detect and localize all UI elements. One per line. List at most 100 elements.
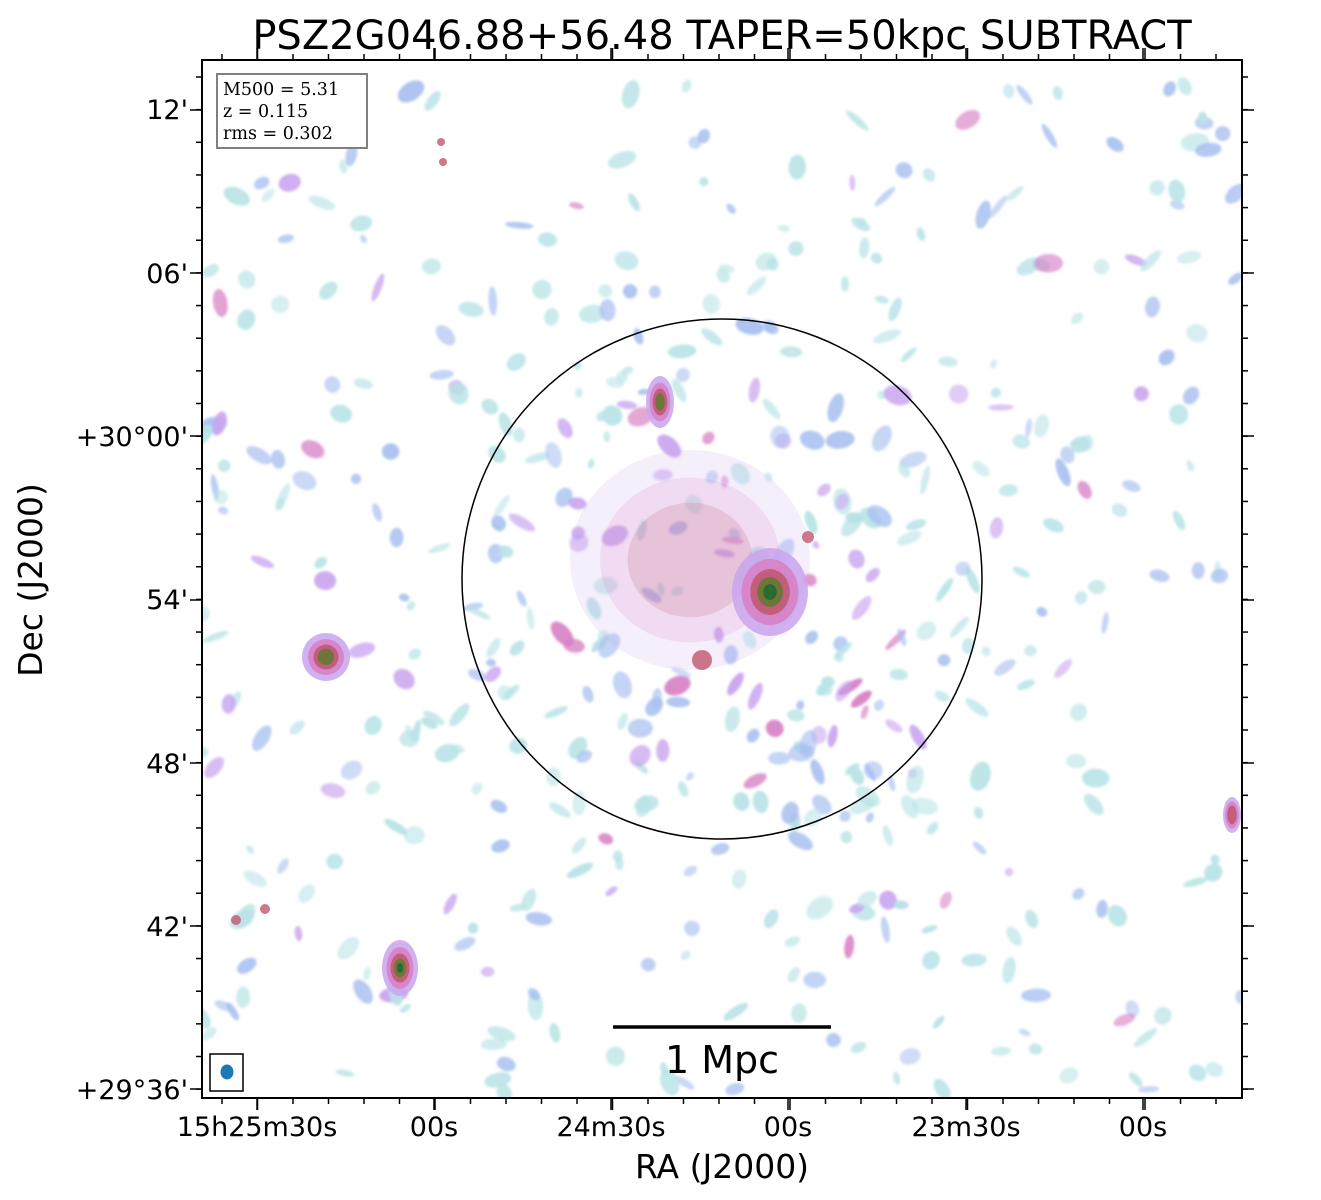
info-rms: rms = 0.302 — [223, 124, 333, 144]
noise-blob — [509, 640, 525, 656]
chart-title: PSZ2G046.88+56.48 TAPER=50kpc SUBTRACT — [252, 13, 1192, 59]
noise-blob — [839, 810, 851, 822]
noise-blob — [491, 515, 507, 531]
noise-blob — [988, 195, 1008, 219]
noise-blob — [614, 251, 639, 271]
noise-blob — [237, 957, 257, 974]
noise-blob — [764, 472, 773, 482]
y-tick-label: 12' — [146, 95, 188, 126]
noise-blob — [320, 783, 346, 798]
noise-blob — [787, 831, 813, 851]
plot-background — [202, 60, 1242, 1098]
noise-blob — [486, 637, 501, 658]
noise-blob — [763, 323, 776, 334]
compact-blob — [439, 158, 447, 166]
y-tick-label: 54' — [146, 585, 188, 616]
noise-blob — [972, 841, 987, 855]
noise-blob — [961, 638, 975, 654]
noise-blob — [939, 891, 952, 909]
compact-blob — [437, 138, 445, 146]
noise-blob — [848, 549, 865, 569]
beam-ellipse — [220, 1064, 234, 1080]
noise-blob — [566, 862, 594, 879]
noise-blob — [723, 645, 738, 665]
info-box-frame — [216, 73, 368, 149]
noise-blob — [1028, 1043, 1043, 1055]
noise-blob — [571, 526, 585, 540]
noise-blob — [641, 957, 656, 972]
source-layer — [655, 393, 665, 411]
noise-blob — [628, 193, 640, 212]
noise-blob — [253, 176, 270, 190]
noise-blob — [1052, 86, 1063, 100]
noise-blob — [223, 186, 250, 206]
noise-blob — [292, 470, 317, 491]
noise-blob — [796, 700, 805, 711]
noise-blob — [934, 690, 950, 702]
noise-blob — [1133, 386, 1149, 402]
plot-area — [202, 60, 1242, 1098]
noise-blob — [1055, 458, 1071, 487]
noise-blob — [921, 925, 938, 934]
y-axis-labels: 12' 06' +30°00' 54' 48' 42' +29°36' — [76, 95, 188, 1106]
noise-blob — [949, 616, 969, 638]
noise-blob — [537, 232, 558, 247]
noise-blob — [933, 1078, 951, 1098]
noise-blob — [762, 398, 781, 420]
noise-blob — [788, 743, 815, 762]
noise-blob — [827, 725, 838, 748]
noise-blob — [897, 530, 922, 546]
noise-blob — [598, 833, 614, 845]
noise-blob — [889, 668, 908, 681]
noise-blob — [955, 109, 981, 130]
noise-blob — [509, 903, 526, 912]
noise-blob — [1034, 414, 1050, 438]
noise-blob — [1122, 480, 1141, 492]
noise-blob — [603, 431, 611, 443]
noise-blob — [593, 576, 618, 595]
noise-blob — [400, 1004, 411, 1013]
noise-blob — [324, 376, 341, 393]
noise-blob — [490, 799, 508, 814]
noise-blob — [532, 279, 552, 300]
noise-blob — [428, 543, 451, 554]
noise-blob — [699, 177, 709, 187]
noise-blob — [817, 483, 831, 497]
noise-blob — [1154, 1006, 1172, 1025]
noise-blob — [1169, 200, 1185, 210]
noise-blob — [226, 1002, 240, 1021]
y-tick-label: 48' — [146, 749, 188, 780]
axis-ticks — [190, 48, 1254, 1110]
noise-blob — [238, 270, 256, 289]
noise-blob — [572, 790, 586, 816]
noise-blob — [488, 286, 498, 316]
noise-blob — [337, 936, 360, 960]
noise-blob — [1113, 1013, 1136, 1027]
noise-blob — [616, 400, 638, 410]
noise-blob — [397, 80, 425, 103]
noise-blob — [683, 865, 698, 877]
noise-blob — [865, 567, 880, 583]
noise-blob — [833, 642, 853, 659]
scale-bar: 1 Mpc — [613, 1025, 831, 1082]
noise-blob — [981, 646, 991, 656]
noise-blob — [393, 668, 415, 690]
noise-blob — [421, 258, 442, 275]
noise-blob — [1176, 250, 1202, 264]
noise-blob — [454, 936, 476, 951]
noise-blob — [408, 648, 422, 660]
noise-blob — [865, 812, 874, 823]
noise-blob — [278, 173, 301, 192]
noise-blob — [598, 633, 621, 658]
noise-blob — [841, 512, 863, 537]
east-edge-source — [1223, 797, 1241, 833]
noise-blob — [1072, 888, 1085, 900]
noise-blob — [948, 384, 969, 404]
noise-blob — [528, 988, 540, 1001]
noise-blob — [688, 136, 702, 149]
noise-blob — [788, 154, 806, 180]
noise-blob — [243, 870, 267, 887]
noise-blob — [937, 654, 951, 667]
noise-blob — [1024, 644, 1037, 657]
noise-blob — [867, 505, 892, 527]
